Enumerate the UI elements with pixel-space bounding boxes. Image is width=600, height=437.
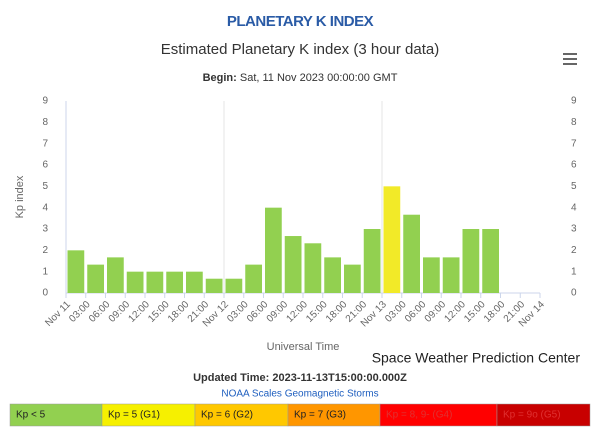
bar: [462, 229, 480, 293]
subtitle-label: Begin:: [203, 72, 237, 84]
bar: [245, 264, 262, 293]
y-axis-title: Kp index: [14, 175, 26, 218]
x-tick-label: 09:00: [423, 299, 449, 325]
x-tick-label: 03:00: [225, 299, 251, 325]
y-tick-label: 1: [42, 266, 48, 277]
bar: [87, 264, 104, 293]
x-tick-label: 03:00: [67, 299, 93, 325]
bar: [225, 278, 243, 293]
bar: [186, 271, 203, 293]
y2-tick-label: 7: [571, 138, 577, 149]
header: PLANETARY K INDEX: [227, 13, 374, 30]
legend-label: Kp < 5: [16, 410, 46, 421]
bar: [284, 236, 302, 293]
legend-label: Kp = 7 (G3): [294, 410, 346, 421]
y-tick-label: 6: [42, 160, 48, 171]
y-tick-label: 9: [42, 96, 48, 107]
x-axis-title: Universal Time: [267, 341, 340, 353]
y-tick-label: 0: [42, 288, 48, 299]
bar: [146, 271, 164, 293]
x-tick-label: 09:00: [107, 299, 133, 325]
x-tick-label: 06:00: [87, 299, 113, 325]
legend-label: Kp = 8, 9- (G4): [386, 410, 452, 421]
updated-time: Updated Time: 2023-11-13T15:00:00.000Z: [193, 372, 407, 384]
bar: [67, 250, 85, 293]
y2-tick-label: 9: [571, 96, 577, 107]
bar: [126, 271, 144, 293]
y2-tick-label: 5: [571, 181, 577, 192]
y-tick-label: 8: [42, 117, 48, 128]
y-tick-label: 5: [42, 181, 48, 192]
y-tick-label: 7: [42, 138, 48, 149]
bar: [107, 257, 124, 293]
scales-link[interactable]: NOAA Scales Geomagnetic Storms: [221, 389, 378, 400]
legend-label: Kp = 5 (G1): [108, 410, 160, 421]
legend-swatch: [496, 403, 591, 427]
bar: [265, 207, 282, 293]
chart-title: Estimated Planetary K index (3 hour data…: [161, 41, 439, 58]
x-tick-label: 18:00: [482, 299, 508, 325]
x-tick-label: 18:00: [166, 299, 192, 325]
bar: [363, 229, 381, 293]
x-tick-label: 12:00: [443, 299, 469, 325]
y-tick-label: 2: [42, 245, 48, 256]
bar: [442, 257, 460, 293]
legend-label: Kp = 9o (G5): [503, 410, 561, 421]
x-tick-label: 12:00: [127, 299, 153, 325]
y2-tick-label: 2: [571, 245, 577, 256]
y2-tick-label: 1: [571, 266, 577, 277]
y2-tick-label: 4: [571, 202, 577, 213]
bar: [423, 257, 440, 293]
x-tick-label: 15:00: [304, 299, 330, 325]
bar: [324, 257, 341, 293]
bar: [304, 243, 322, 293]
y2-tick-label: 3: [571, 224, 577, 235]
x-tick-label: 12:00: [285, 299, 311, 325]
bar: [344, 264, 361, 293]
x-tick-label: 15:00: [146, 299, 172, 325]
y2-tick-label: 0: [571, 288, 577, 299]
legend: Kp < 5 Kp = 5 (G1) Kp = 6 (G2) Kp = 7 (G3) K…: [9, 403, 591, 427]
x-tick-label: 18:00: [324, 299, 350, 325]
x-tick-label: 06:00: [245, 299, 271, 325]
y2-tick-label: 8: [571, 117, 577, 128]
chart-subtitle: Begin: Sat, 11 Nov 2023 00:00:00 GMT: [203, 72, 398, 84]
subtitle-text: Sat, 11 Nov 2023 00:00:00 GMT: [240, 72, 398, 84]
y2-tick-label: 6: [571, 160, 577, 171]
credits: Space Weather Prediction Center: [372, 350, 581, 366]
menu-icon[interactable]: [563, 53, 577, 65]
x-tick-label: 06:00: [403, 299, 429, 325]
bar: [205, 278, 223, 293]
bar: [166, 271, 183, 293]
bar: [482, 229, 499, 293]
x-tick-label: 03:00: [383, 299, 409, 325]
y-tick-label: 3: [42, 224, 48, 235]
x-tick-label: Nov 11: [43, 299, 73, 329]
x-tick-label: 15:00: [462, 299, 488, 325]
bar: [403, 214, 420, 293]
y-tick-label: 4: [42, 202, 48, 213]
x-tick-label: 09:00: [265, 299, 291, 325]
legend-label: Kp = 6 (G2): [201, 410, 253, 421]
bar: [383, 186, 401, 293]
